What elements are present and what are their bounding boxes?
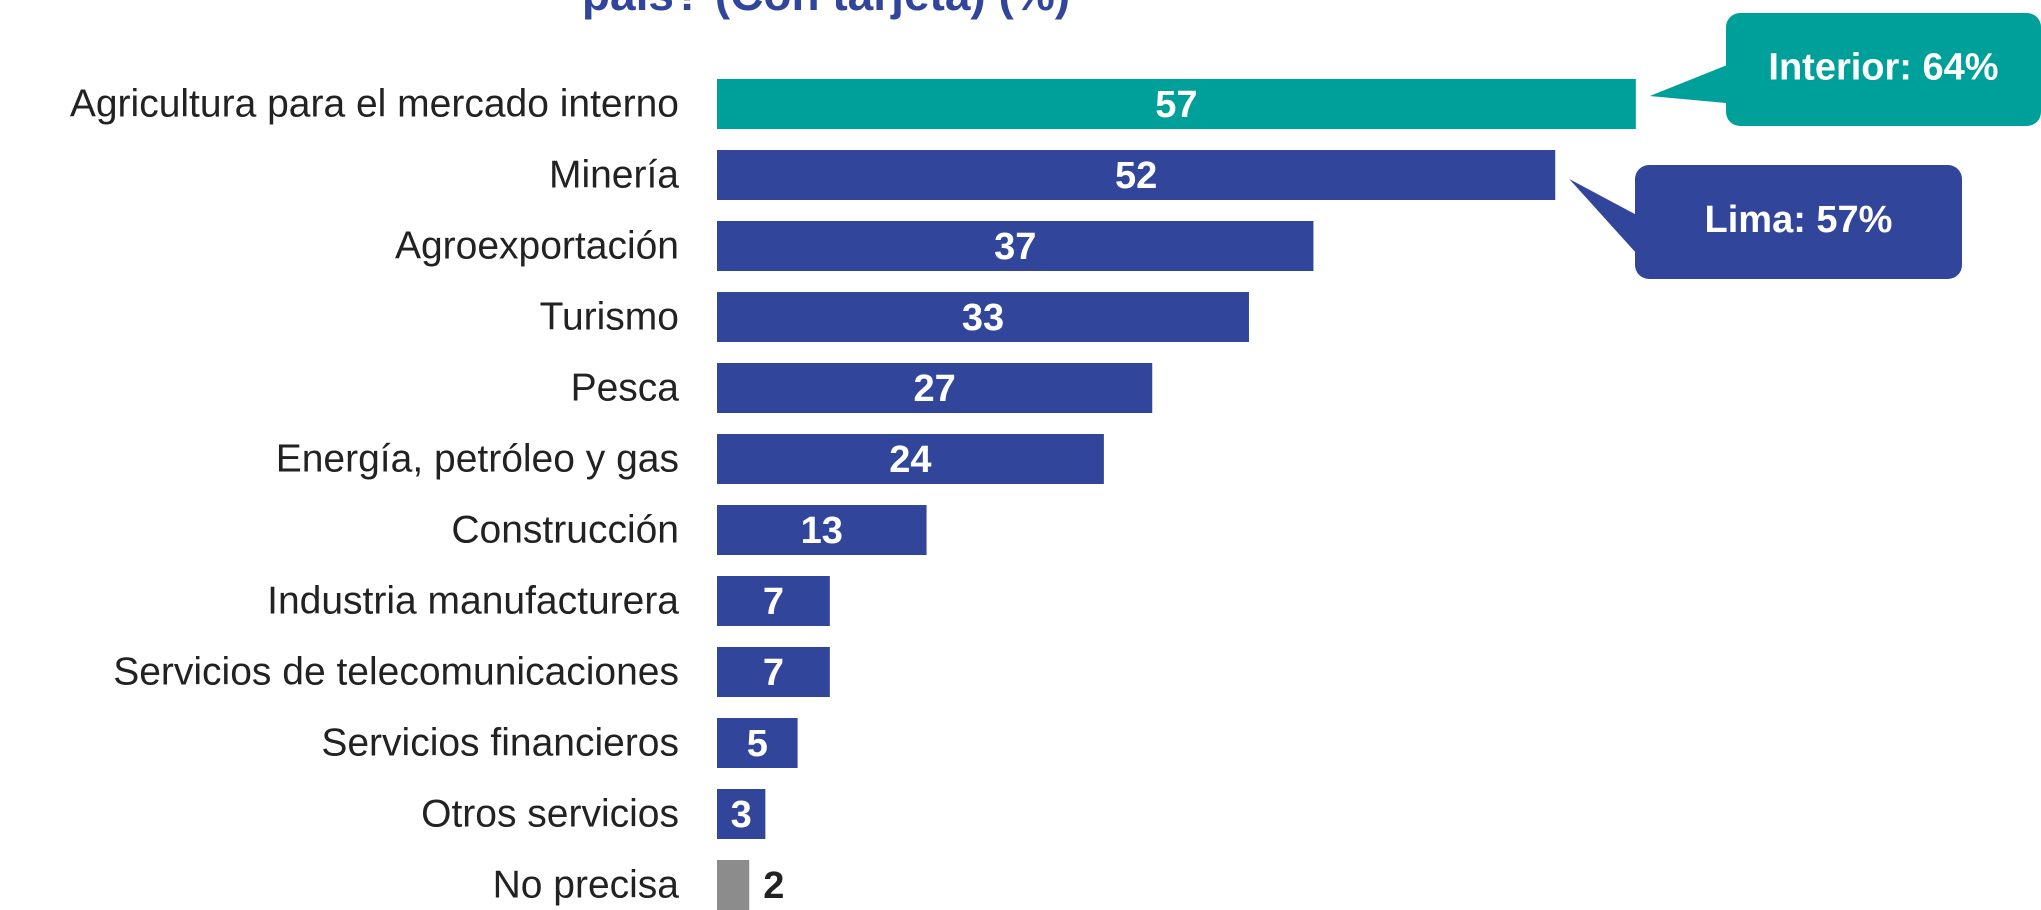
value-label: 33 [962, 297, 1004, 339]
value-label: 13 [801, 510, 843, 552]
bar [717, 292, 1249, 342]
category-label: No precisa [493, 863, 680, 906]
category-label: Industria manufacturera [267, 579, 679, 622]
category-label: Servicios de telecomunicaciones [113, 650, 679, 693]
category-label: Agricultura para el mercado interno [70, 82, 679, 125]
bar [717, 860, 750, 910]
value-label: 57 [1155, 84, 1197, 126]
bar [717, 79, 1636, 129]
category-label: Energía, petróleo y gas [276, 437, 679, 480]
bar [717, 221, 1314, 271]
bar [717, 789, 766, 839]
value-label: 5 [747, 723, 768, 765]
callout-text: Lima: 57% [1705, 199, 1893, 241]
category-label: Construcción [451, 508, 679, 551]
bar [717, 647, 830, 697]
bar [717, 434, 1104, 484]
callout-text: Interior: 64% [1768, 47, 1998, 89]
category-label: Otros servicios [421, 792, 679, 835]
category-label: Minería [549, 153, 679, 196]
value-label: 7 [763, 652, 784, 694]
bar [717, 363, 1153, 413]
category-label: Servicios financieros [321, 721, 679, 764]
value-label: 27 [913, 368, 955, 410]
bar [717, 576, 830, 626]
chart-title: país? (Con tarjeta) (%) [582, 0, 1070, 20]
value-label: 2 [763, 865, 784, 907]
callout-box [1635, 165, 1962, 279]
category-label: Agroexportación [395, 224, 679, 267]
bar [717, 505, 927, 555]
category-label: Turismo [540, 295, 679, 338]
bar [717, 718, 798, 768]
callout-box [1726, 13, 2041, 126]
bar [717, 150, 1556, 200]
value-label: 7 [763, 581, 784, 623]
value-label: 52 [1115, 155, 1157, 197]
category-label: Pesca [571, 366, 680, 409]
value-label: 3 [731, 794, 752, 836]
callout-pointer [1569, 179, 1639, 257]
callout-pointer [1649, 63, 1730, 104]
value-label: 24 [889, 439, 931, 481]
value-label: 37 [994, 226, 1036, 268]
